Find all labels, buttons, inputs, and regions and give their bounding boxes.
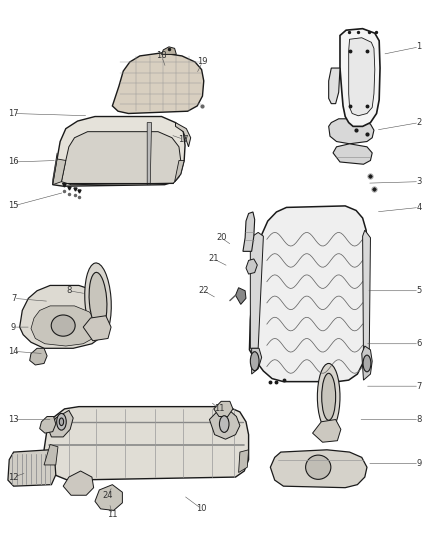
Polygon shape: [83, 316, 111, 341]
Text: 3: 3: [417, 177, 422, 186]
Polygon shape: [313, 419, 341, 442]
Text: 13: 13: [8, 415, 19, 424]
Ellipse shape: [251, 352, 259, 370]
Ellipse shape: [51, 315, 75, 336]
Polygon shape: [147, 123, 152, 185]
Polygon shape: [236, 288, 246, 304]
Ellipse shape: [363, 355, 371, 372]
Text: 9: 9: [417, 459, 422, 468]
Text: 11: 11: [214, 405, 224, 414]
Polygon shape: [8, 450, 56, 486]
Text: 10: 10: [196, 504, 207, 513]
Text: 19: 19: [197, 58, 208, 67]
Ellipse shape: [322, 373, 336, 420]
Polygon shape: [214, 401, 233, 416]
Text: 20: 20: [216, 233, 226, 242]
Text: 15: 15: [8, 201, 19, 211]
Text: 7: 7: [11, 294, 16, 303]
Polygon shape: [31, 306, 97, 346]
Text: 6: 6: [417, 340, 422, 348]
Polygon shape: [30, 348, 47, 365]
Polygon shape: [175, 160, 184, 182]
Ellipse shape: [89, 272, 107, 329]
Polygon shape: [40, 416, 56, 433]
Text: 4: 4: [417, 203, 422, 212]
Polygon shape: [44, 445, 58, 465]
Polygon shape: [252, 348, 261, 374]
Polygon shape: [113, 53, 204, 114]
Ellipse shape: [306, 455, 331, 479]
Text: 2: 2: [417, 118, 422, 127]
Polygon shape: [95, 484, 122, 511]
Polygon shape: [243, 212, 254, 252]
Text: 8: 8: [417, 415, 422, 424]
Polygon shape: [162, 47, 177, 54]
Polygon shape: [270, 450, 367, 488]
Ellipse shape: [59, 418, 64, 425]
Text: 14: 14: [8, 347, 19, 356]
Ellipse shape: [219, 416, 229, 432]
Text: 16: 16: [8, 157, 19, 166]
Text: 24: 24: [103, 491, 113, 500]
Polygon shape: [251, 232, 263, 348]
Text: 17: 17: [8, 109, 19, 118]
Text: 8: 8: [66, 286, 71, 295]
Text: 21: 21: [208, 254, 219, 263]
Polygon shape: [63, 471, 94, 495]
Polygon shape: [362, 346, 372, 380]
Polygon shape: [53, 159, 66, 185]
Text: 22: 22: [198, 286, 209, 295]
Text: 5: 5: [417, 286, 422, 295]
Ellipse shape: [318, 364, 340, 430]
Polygon shape: [53, 117, 185, 186]
Polygon shape: [333, 144, 372, 164]
Polygon shape: [48, 410, 73, 437]
Polygon shape: [250, 206, 368, 382]
Polygon shape: [328, 68, 340, 103]
Ellipse shape: [85, 263, 111, 338]
Polygon shape: [328, 119, 374, 144]
Polygon shape: [239, 450, 249, 473]
Polygon shape: [53, 153, 57, 185]
Polygon shape: [44, 407, 249, 480]
Polygon shape: [61, 132, 181, 185]
Polygon shape: [176, 123, 191, 147]
Text: 18: 18: [156, 51, 167, 60]
Text: 9: 9: [11, 322, 16, 332]
Text: 12: 12: [8, 473, 19, 482]
Ellipse shape: [57, 414, 66, 430]
Text: 1: 1: [417, 42, 422, 51]
Text: 17: 17: [178, 135, 189, 144]
Text: 7: 7: [417, 382, 422, 391]
Polygon shape: [349, 38, 375, 116]
Polygon shape: [363, 230, 371, 362]
Polygon shape: [209, 409, 240, 439]
Text: 11: 11: [107, 511, 118, 520]
Polygon shape: [20, 286, 110, 348]
Polygon shape: [246, 259, 257, 274]
Polygon shape: [340, 29, 380, 126]
